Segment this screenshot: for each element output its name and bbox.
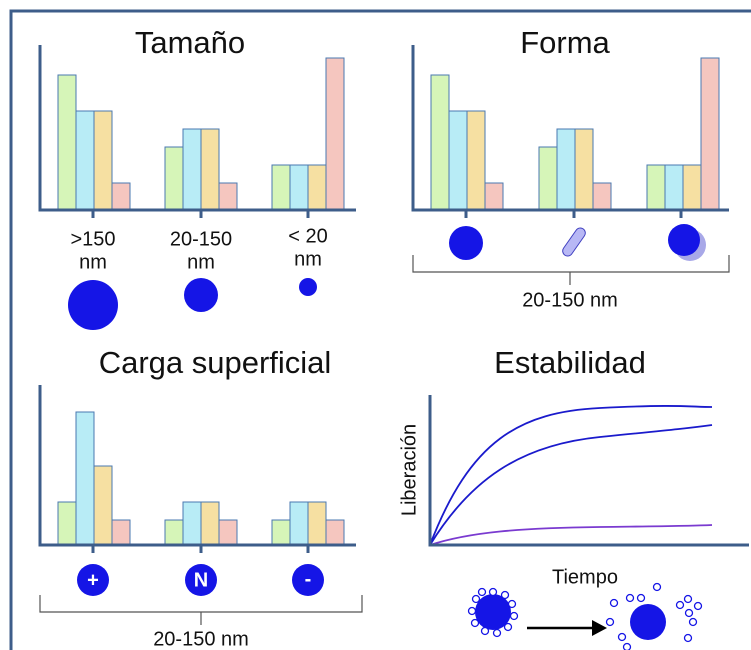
bar-group	[431, 58, 719, 210]
size-label: nm	[79, 251, 107, 273]
size-label: >150	[70, 228, 115, 250]
arrow-head	[592, 620, 607, 636]
panel-title: Forma	[520, 25, 610, 60]
x-axis-label: Tiempo	[552, 566, 618, 588]
size-label: < 20	[288, 225, 327, 247]
release-curve	[430, 406, 712, 545]
panel-title: Carga superficial	[99, 345, 332, 380]
bar-group	[58, 58, 344, 210]
charge-symbol: +	[87, 569, 99, 591]
bar-group	[58, 412, 344, 545]
bracket	[413, 255, 729, 285]
release-curve	[430, 525, 712, 545]
particle	[299, 278, 317, 296]
frame	[11, 11, 751, 650]
rod-particle	[561, 226, 588, 258]
range-label: 20-150 nm	[153, 628, 249, 650]
particle	[668, 224, 700, 256]
panel-title: Tamaño	[135, 25, 245, 60]
range-label: 20-150 nm	[522, 289, 618, 311]
particle	[184, 278, 218, 312]
axes	[430, 395, 749, 545]
bracket	[40, 595, 362, 625]
particle	[449, 226, 483, 260]
figure: Tamaño >150 nm 20-150 nm < 20 nm Forma 2…	[0, 0, 751, 650]
y-axis-label: Liberación	[398, 424, 420, 516]
particle	[68, 280, 118, 330]
size-label: nm	[294, 248, 322, 270]
loaded-particle	[469, 589, 518, 637]
panel-title: Estabilidad	[494, 345, 646, 380]
charge-symbol: -	[305, 568, 312, 590]
size-label: nm	[187, 251, 215, 273]
released-particle	[607, 584, 702, 650]
size-label: 20-150	[170, 228, 232, 250]
charge-symbol: N	[194, 569, 208, 591]
